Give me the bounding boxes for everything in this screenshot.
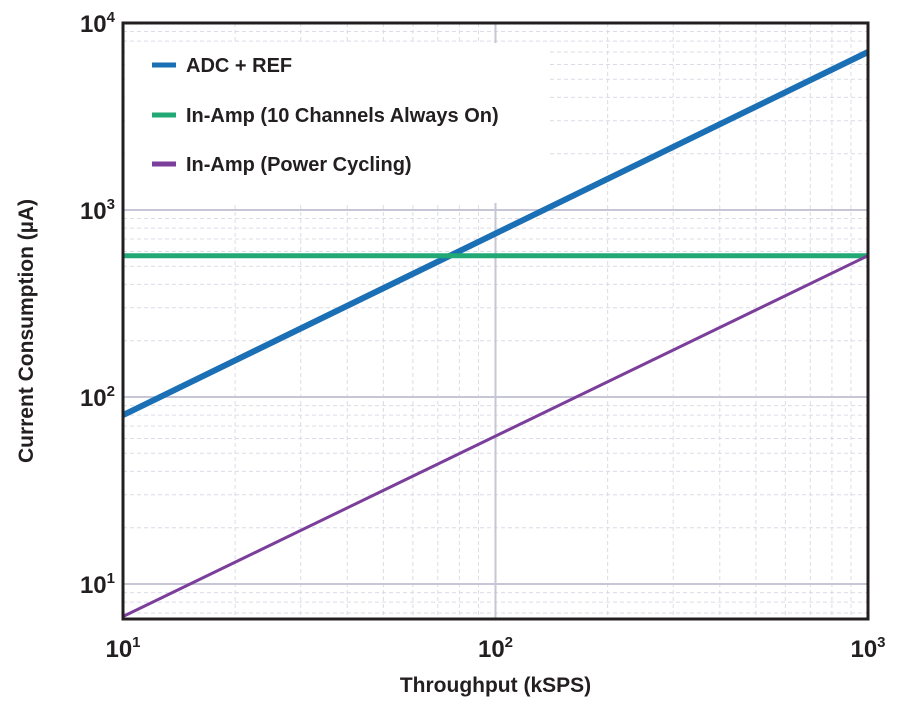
series-layer bbox=[121, 49, 870, 618]
legend-item: In-Amp (10 Channels Always On) bbox=[152, 105, 499, 127]
legend-label: In-Amp (Power Cycling) bbox=[186, 154, 412, 176]
legend-item: In-Amp (Power Cycling) bbox=[152, 154, 412, 176]
legend: ADC + REF In-Amp (10 Channels Always On) I… bbox=[152, 55, 499, 176]
y-tick-label: 104 bbox=[80, 9, 116, 38]
y-tick-label: 101 bbox=[80, 570, 115, 599]
x-axis-ticks: 101 102 103 bbox=[105, 634, 885, 663]
x-tick-label: 103 bbox=[850, 634, 885, 663]
legend-label: ADC + REF bbox=[186, 55, 292, 77]
x-tick-label: 102 bbox=[478, 634, 513, 663]
legend-label: In-Amp (10 Channels Always On) bbox=[186, 105, 499, 127]
x-tick-label: 101 bbox=[105, 634, 140, 663]
y-tick-label: 102 bbox=[80, 383, 115, 412]
series-line-3 bbox=[122, 254, 869, 618]
legend-background bbox=[125, 43, 548, 203]
series-line-1 bbox=[121, 49, 870, 418]
legend-item: ADC + REF bbox=[152, 55, 292, 77]
y-tick-label: 103 bbox=[80, 196, 115, 225]
x-axis-title: Throughput (kSPS) bbox=[400, 674, 591, 697]
y-axis-title: Current Consumption (µA) bbox=[15, 199, 38, 463]
y-axis-ticks: 101 102 103 104 bbox=[80, 9, 116, 599]
plot-frame bbox=[121, 21, 870, 621]
